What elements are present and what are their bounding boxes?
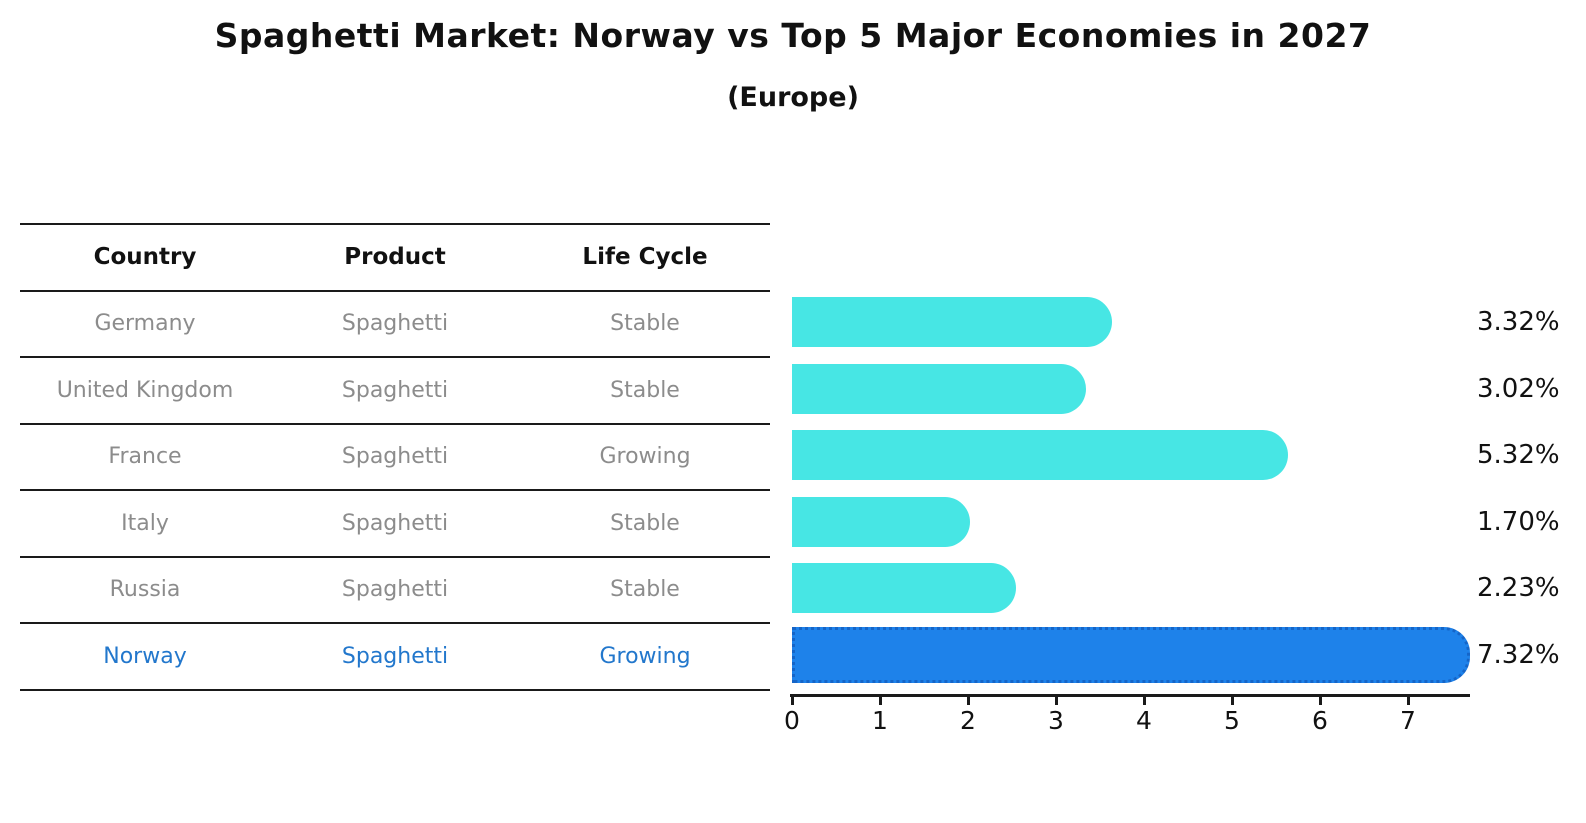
chart-subtitle: (Europe) (727, 82, 859, 113)
life-cycle-cell: Growing (599, 444, 691, 470)
x-tick (1142, 696, 1146, 705)
x-tick-label: 6 (1312, 706, 1328, 735)
bar-value-label: 2.23% (1477, 573, 1560, 604)
product-cell: Spaghetti (341, 577, 449, 603)
country-cell: France (108, 444, 182, 470)
bar-value-label: 1.70% (1477, 506, 1560, 537)
table-header-cell: Life Cycle (582, 244, 708, 271)
bar (792, 563, 1017, 614)
x-tick-label: 2 (960, 706, 976, 735)
table-header-row: Country Product Life Cycle (20, 225, 770, 292)
country-cell: Russia (109, 577, 181, 603)
table-row: Italy Spaghetti Stable (20, 491, 770, 558)
table-header-cell: Country (93, 244, 197, 271)
bar-value-label: 7.32% (1477, 639, 1560, 670)
bar (792, 496, 970, 547)
table-row: Norway Spaghetti Growing (20, 624, 770, 691)
product-cell: Spaghetti (341, 377, 449, 403)
table-row: France Spaghetti Growing (20, 425, 770, 491)
x-tick (1406, 696, 1410, 705)
chart-title: Spaghetti Market: Norway vs Top 5 Major … (214, 16, 1372, 55)
bar (792, 430, 1289, 481)
x-tick-label: 0 (784, 706, 800, 735)
bar (792, 363, 1086, 414)
life-cycle-cell: Stable (610, 577, 680, 603)
x-tick (1230, 696, 1234, 705)
x-tick-label: 7 (1400, 706, 1416, 735)
x-tick (966, 696, 970, 705)
x-tick-label: 5 (1224, 706, 1240, 735)
x-tick (1318, 696, 1322, 705)
table-row: Germany Spaghetti Stable (20, 292, 770, 358)
x-axis-line (790, 694, 1470, 697)
product-cell: Spaghetti (341, 311, 449, 337)
x-tick-label: 3 (1048, 706, 1064, 735)
x-tick-label: 4 (1136, 706, 1152, 735)
table-header-cell: Product (344, 244, 446, 271)
table-row: United Kingdom Spaghetti Stable (20, 358, 770, 425)
x-tick (878, 696, 882, 705)
country-cell: Italy (121, 510, 169, 536)
bar-value-label: 5.32% (1477, 440, 1560, 471)
bar-value-label: 3.02% (1477, 373, 1560, 404)
product-cell: Spaghetti (341, 510, 449, 536)
x-tick (1054, 696, 1058, 705)
x-tick-label: 1 (872, 706, 888, 735)
bar-value-label: 3.32% (1477, 307, 1560, 338)
life-cycle-cell: Stable (610, 510, 680, 536)
life-cycle-cell: Stable (610, 377, 680, 403)
country-table: Country Product Life Cycle Germany Spaghetti… (20, 223, 770, 691)
life-cycle-cell: Growing (599, 643, 691, 669)
x-tick (790, 696, 794, 705)
country-cell: United Kingdom (56, 377, 234, 403)
country-cell: Norway (103, 643, 187, 669)
product-cell: Spaghetti (341, 643, 449, 669)
bar (792, 297, 1113, 348)
life-cycle-cell: Stable (610, 311, 680, 337)
table-row: Russia Spaghetti Stable (20, 558, 770, 624)
product-cell: Spaghetti (341, 444, 449, 470)
country-cell: Germany (94, 311, 196, 337)
bar-norway (792, 626, 1471, 683)
